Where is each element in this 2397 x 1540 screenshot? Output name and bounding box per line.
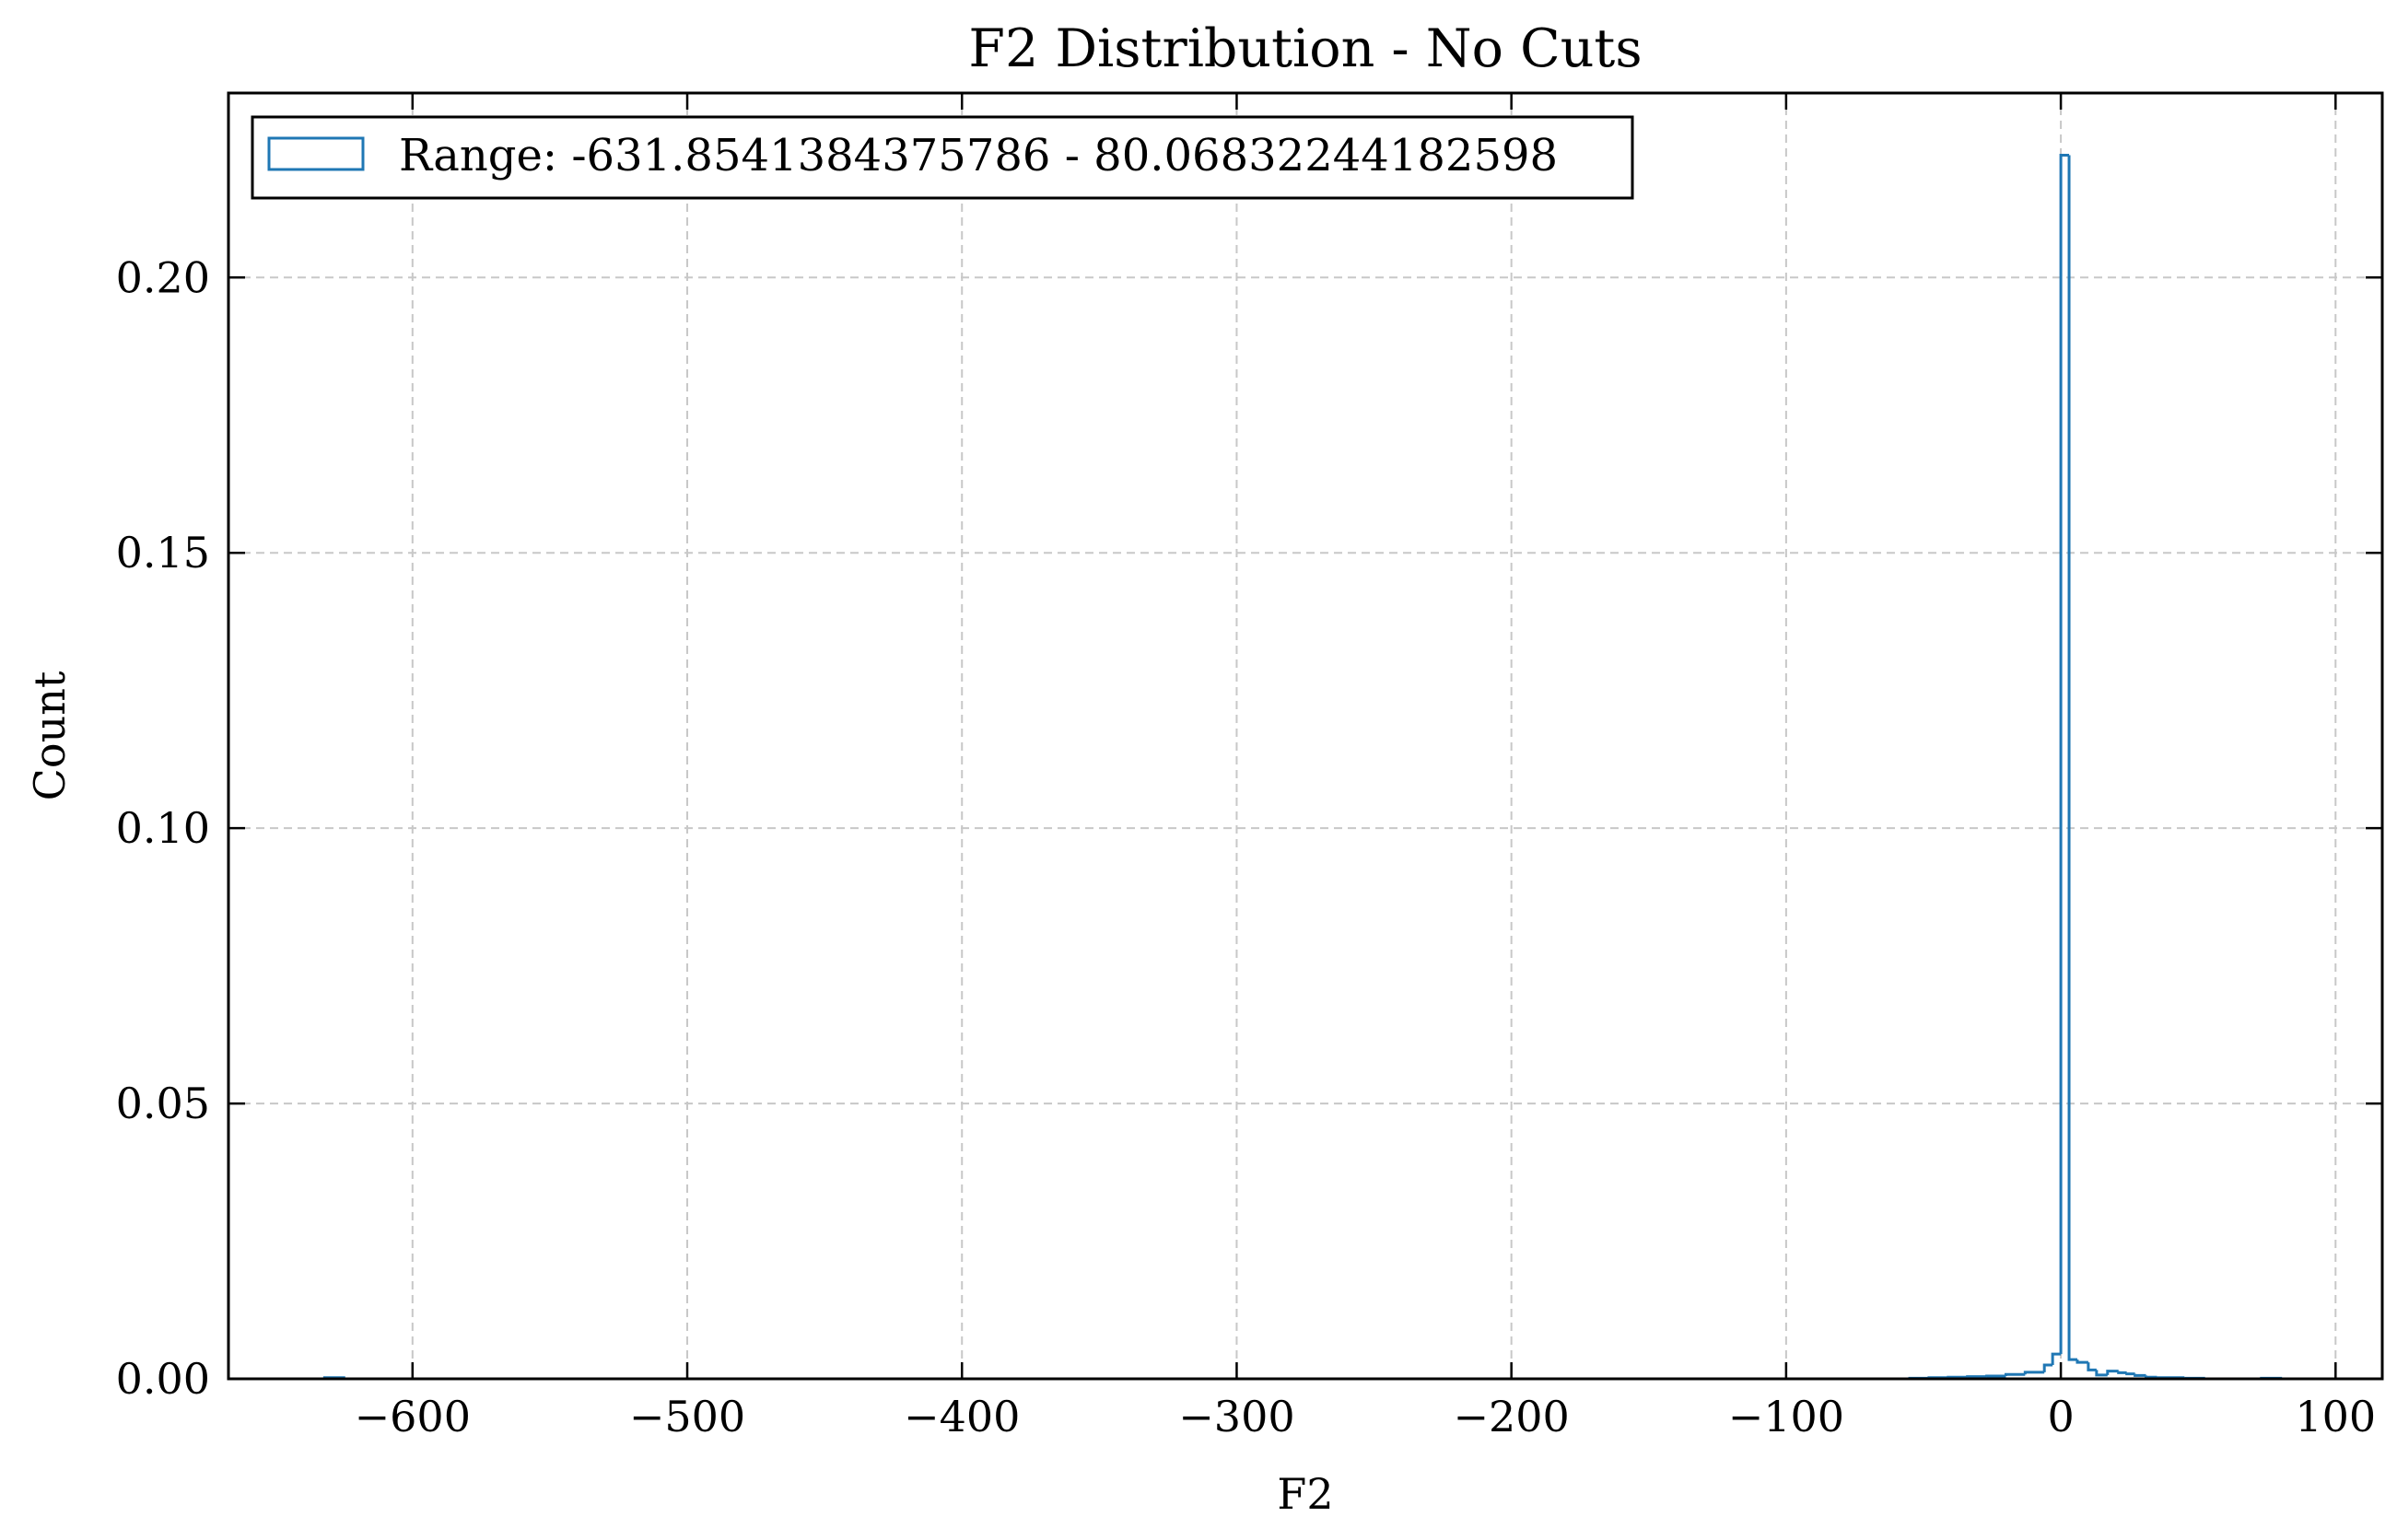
grid-lines xyxy=(228,93,2382,1380)
legend-swatch xyxy=(267,136,365,171)
x-tick-label: −400 xyxy=(904,1392,1020,1441)
histogram-bin xyxy=(2042,1363,2053,1372)
histogram-bin xyxy=(2004,1372,2026,1377)
legend: Range: -631.8541384375786 - 80.068322441… xyxy=(251,115,1634,200)
y-tick-label: 0.10 xyxy=(116,803,210,853)
histogram-bin xyxy=(2023,1371,2045,1375)
x-axis-label: F2 xyxy=(1277,1469,1333,1519)
x-tick-label: −300 xyxy=(1178,1392,1294,1441)
chart-title: F2 Distribution - No Cuts xyxy=(968,18,1642,79)
histogram-bin xyxy=(2067,155,2077,1361)
x-tick-label: −500 xyxy=(629,1392,745,1441)
histogram-bin xyxy=(2087,1362,2097,1371)
histogram-bin xyxy=(2095,1370,2108,1377)
x-tick-label: −200 xyxy=(1453,1392,1569,1441)
histogram-bin xyxy=(2145,1375,2157,1379)
y-tick-label: 0.00 xyxy=(116,1354,210,1404)
legend-label: Range: -631.8541384375786 - 80.068322441… xyxy=(399,130,1558,181)
legend-frame xyxy=(251,115,1634,200)
histogram-series xyxy=(322,154,2283,1380)
histogram-bin xyxy=(2134,1373,2146,1377)
histogram-bin xyxy=(2051,1352,2062,1366)
x-tick-label: −100 xyxy=(1728,1392,1844,1441)
histogram-bin xyxy=(2125,1372,2135,1376)
histogram-bin xyxy=(1966,1375,1987,1379)
y-tick-label: 0.15 xyxy=(116,528,210,578)
histogram-bin xyxy=(2117,1371,2127,1374)
x-tick-label: −600 xyxy=(355,1392,471,1441)
plot-frame xyxy=(227,91,2384,1381)
x-tick-label: 100 xyxy=(2295,1392,2376,1441)
y-axis-label: Count xyxy=(25,671,75,800)
axis-ticks: −600 −500 −400 −300 −200 −100 0 100 0.00 0.05 0.10… xyxy=(116,93,2382,1441)
histogram-bin xyxy=(2059,154,2070,1355)
histogram-bin xyxy=(2106,1370,2119,1375)
y-tick-label: 0.05 xyxy=(116,1079,210,1128)
histogram-bin xyxy=(1985,1374,2006,1378)
x-tick-label: 0 xyxy=(2047,1392,2074,1441)
histogram-bin xyxy=(2075,1359,2088,1364)
y-tick-label: 0.20 xyxy=(116,252,210,302)
